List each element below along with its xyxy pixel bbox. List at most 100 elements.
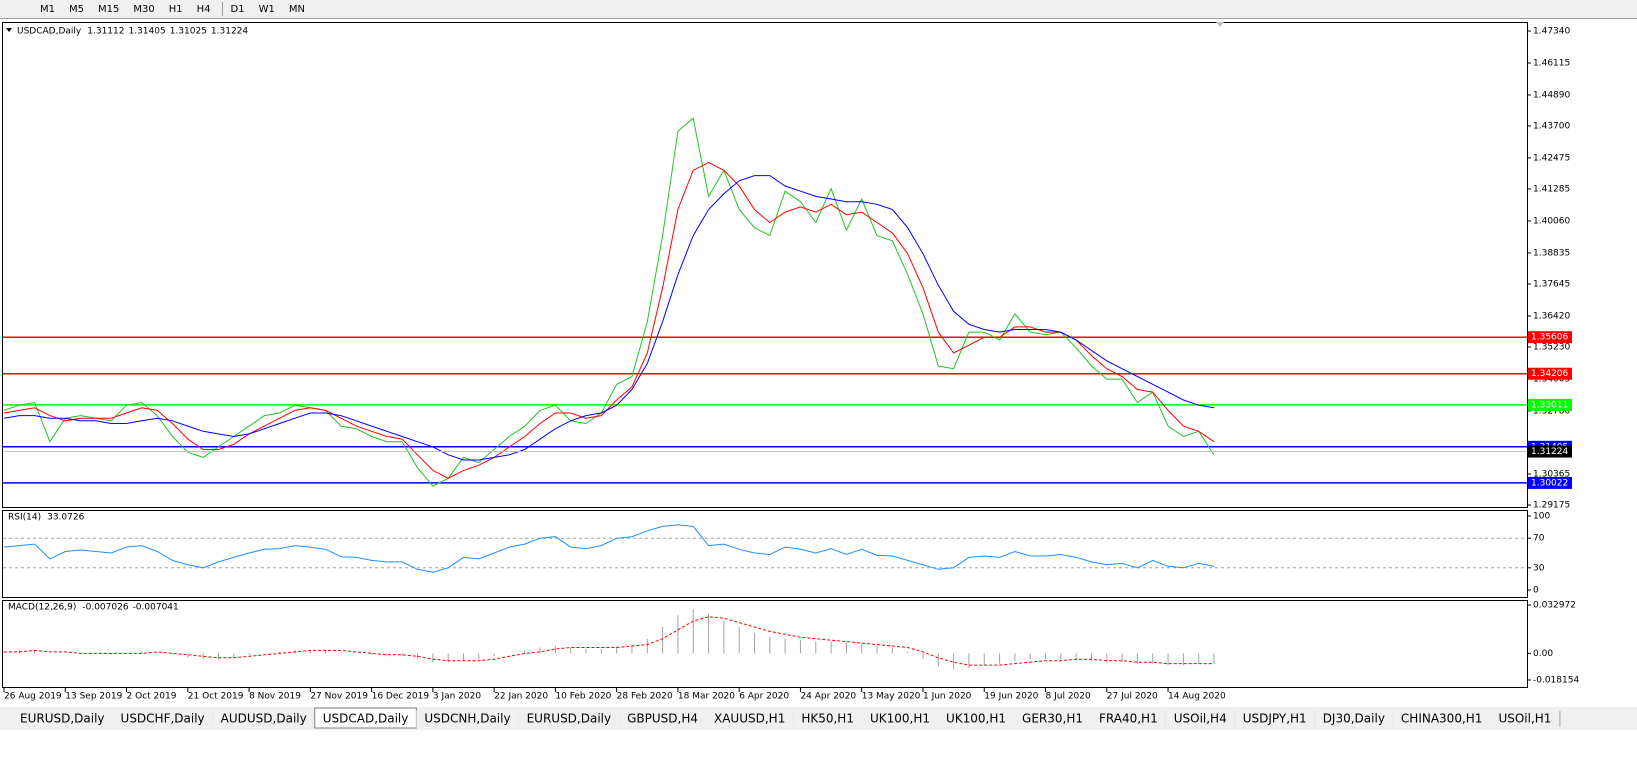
symbol-title: USDCAD,Daily [17, 27, 82, 37]
current-price-label: 1.31224 [1531, 447, 1568, 457]
level-label: 1.35606 [1531, 333, 1568, 343]
tab-label[interactable]: AUDUSD,Daily [221, 712, 307, 726]
level-label-box [1528, 367, 1572, 380]
x-tick-label: 22 Jan 2020 [494, 692, 548, 702]
tab[interactable] [793, 710, 862, 728]
tab[interactable] [12, 710, 113, 728]
series-line [3, 175, 1215, 461]
tab-label[interactable]: USDCHF,Daily [121, 712, 205, 726]
x-tick-label: 27 Jul 2020 [1107, 692, 1158, 702]
rsi-panel [2, 510, 1528, 598]
tab-label[interactable]: EURUSD,Daily [527, 712, 612, 726]
tab[interactable] [1091, 710, 1166, 728]
y-tick-label: 1.42475 [1533, 153, 1570, 163]
series-line [3, 117, 1215, 487]
y-tick-label: 1.47340 [1533, 27, 1570, 37]
macd-title: MACD(12,26,9) [8, 603, 76, 613]
tab-label[interactable]: USDJPY,H1 [1243, 712, 1307, 726]
shift-marker [1216, 22, 1224, 27]
tab[interactable] [619, 710, 706, 728]
x-tick-label: 8 Nov 2019 [249, 692, 301, 702]
y-tick-label: 1.36420 [1533, 311, 1570, 321]
x-tick-label: 24 Apr 2020 [800, 692, 856, 702]
y-tick-label: -0.018154 [1533, 676, 1579, 686]
series-line [3, 161, 1215, 479]
timeframe-button[interactable]: M5 [69, 4, 84, 15]
tab-label[interactable]: USOil,H4 [1174, 712, 1227, 726]
tab-label[interactable]: CHINA300,H1 [1401, 712, 1483, 726]
x-tick-label: 27 Nov 2019 [310, 692, 368, 702]
tab[interactable] [1234, 710, 1315, 728]
tab[interactable] [861, 710, 938, 728]
tab-label[interactable]: UK100,H1 [946, 712, 1006, 726]
x-tick-label: 21 Oct 2019 [188, 692, 244, 702]
tab-label[interactable]: UK100,H1 [870, 712, 930, 726]
tab[interactable] [1165, 710, 1235, 728]
y-tick-label: 0 [1533, 586, 1539, 596]
x-tick-label: 18 Mar 2020 [678, 692, 735, 702]
header-value: 1.31112 [87, 27, 124, 37]
timeframe-button[interactable]: M15 [98, 4, 119, 15]
tab[interactable] [1314, 710, 1393, 728]
tab[interactable] [706, 710, 794, 728]
panel-menu [6, 28, 12, 32]
level-label-box [1528, 476, 1572, 489]
y-tick-label: 1.35230 [1533, 343, 1570, 353]
x-tick-label: 14 Aug 2020 [1168, 692, 1226, 702]
level-label-box [1528, 331, 1572, 344]
timeframe-button[interactable]: MN [289, 4, 305, 15]
level-label: 1.30022 [1531, 478, 1568, 488]
y-tick-label: 1.38835 [1533, 248, 1570, 258]
y-tick-label: 1.37645 [1533, 279, 1570, 289]
tab-label[interactable]: GER30,H1 [1022, 712, 1083, 726]
series-line [4, 616, 1214, 666]
y-tick-label: 30 [1533, 563, 1545, 573]
timeframe-button[interactable]: H4 [197, 4, 211, 15]
tab[interactable] [1490, 710, 1560, 728]
timeframe-button[interactable]: W1 [259, 4, 275, 15]
level-label: 1.34206 [1531, 369, 1568, 379]
tab-label[interactable]: USDCNH,Daily [424, 712, 510, 726]
rsi-title: RSI(14) [8, 513, 41, 523]
x-tick-label: 19 Jun 2020 [984, 692, 1038, 702]
tab[interactable] [212, 710, 315, 728]
y-tick-label: 1.44890 [1533, 90, 1570, 100]
header-value: -0.007041 [133, 603, 179, 613]
level-label: 1.33011 [1531, 400, 1568, 410]
timeframe-button[interactable]: D1 [231, 4, 245, 15]
tab[interactable] [938, 710, 1015, 728]
timeframe-button[interactable]: M30 [133, 4, 154, 15]
header-value: 33.0726 [47, 513, 84, 523]
tab-label[interactable]: EURUSD,Daily [20, 712, 105, 726]
tab-label[interactable]: GBPUSD,H4 [627, 712, 698, 726]
current-price-box [1528, 445, 1572, 458]
tab[interactable] [1014, 710, 1091, 728]
y-tick-label: 0.00 [1533, 649, 1553, 659]
tab[interactable] [112, 710, 213, 728]
header-value: 1.31405 [128, 27, 165, 37]
tab-label[interactable]: FRA40,H1 [1099, 712, 1158, 726]
y-tick-label: 0.032972 [1533, 601, 1576, 611]
y-tick-label: 1.46115 [1533, 58, 1570, 68]
header-value: -0.007026 [82, 603, 128, 613]
x-tick-label: 6 Apr 2020 [739, 692, 789, 702]
tab-label[interactable]: XAUUSD,H1 [714, 712, 785, 726]
tab[interactable] [1392, 710, 1491, 728]
timeframe-button[interactable]: M1 [40, 4, 55, 15]
timeframe-button[interactable]: H1 [169, 4, 183, 15]
y-tick-label: 1.32780 [1533, 406, 1570, 416]
x-tick-label: 10 Feb 2020 [555, 692, 611, 702]
tab-label[interactable]: USOil,H1 [1498, 712, 1551, 726]
tab-label[interactable]: USDCAD,Daily [323, 712, 409, 726]
y-tick-label: 1.40060 [1533, 216, 1570, 226]
tab-label[interactable]: HK50,H1 [801, 712, 854, 726]
tab-label[interactable]: DJ30,Daily [1323, 712, 1385, 726]
x-tick-label: 3 Jan 2020 [433, 692, 481, 702]
y-tick-label: 1.43700 [1533, 121, 1570, 131]
price-panel [2, 22, 1528, 508]
tab[interactable] [416, 710, 519, 728]
tab[interactable] [518, 710, 620, 728]
y-tick-label: 1.41285 [1533, 185, 1570, 195]
header-value: 1.31025 [170, 27, 207, 37]
